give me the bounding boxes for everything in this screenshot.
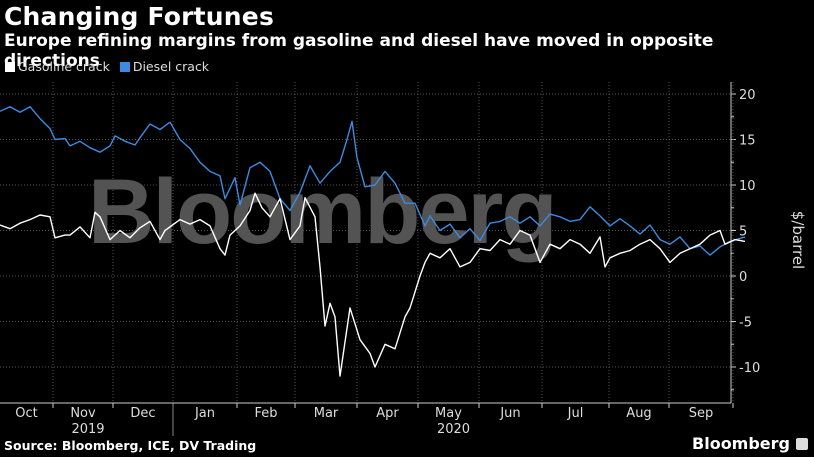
year-label: 2020 <box>437 422 470 437</box>
gasoline-swatch-icon <box>5 61 15 72</box>
y-axis-label: $/barrel <box>789 211 807 269</box>
legend-label: Gasoline crack <box>18 59 110 74</box>
y-tick-label: 20 <box>739 88 756 103</box>
source-note: Source: Bloomberg, ICE, DV Trading <box>4 438 257 453</box>
x-tick-label: Aug <box>626 406 651 421</box>
brand-logo: Bloomberg <box>692 434 808 453</box>
bloomberg-chart-icon <box>796 437 808 450</box>
diesel-swatch-icon <box>119 61 130 72</box>
x-tick-label: Feb <box>254 406 277 421</box>
legend: Gasoline crack Diesel crack <box>5 59 209 74</box>
watermark: Bloomberg <box>88 161 556 263</box>
chart-title: Changing Fortunes <box>4 2 275 31</box>
legend-item-gasoline: Gasoline crack <box>5 59 110 74</box>
y-tick-label: 0 <box>739 270 747 285</box>
x-tick-label: Oct <box>15 406 37 421</box>
x-tick-label: Mar <box>314 406 339 421</box>
x-tick-label: Jun <box>499 406 520 421</box>
legend-label: Diesel crack <box>132 59 210 74</box>
y-tick-label: 15 <box>739 134 756 149</box>
x-tick-label: Dec <box>130 406 155 421</box>
x-tick-label: Apr <box>376 406 399 421</box>
series-line <box>0 105 746 256</box>
year-label: 2019 <box>71 422 104 437</box>
x-tick-label: May <box>435 406 462 421</box>
x-tick-label: Nov <box>70 406 96 421</box>
x-tick-label: Jul <box>567 406 584 421</box>
x-tick-label: Sep <box>689 406 714 421</box>
chart-subtitle: Europe refining margins from gasoline an… <box>4 31 714 71</box>
brand-text: Bloomberg <box>692 434 790 453</box>
y-tick-label: -5 <box>739 316 752 331</box>
series-line <box>0 192 746 377</box>
legend-item-diesel: Diesel crack <box>119 59 210 74</box>
y-tick-label: -10 <box>739 361 760 376</box>
x-tick-label: Jan <box>194 406 215 421</box>
y-tick-label: 5 <box>739 225 747 240</box>
y-tick-label: 10 <box>739 179 756 194</box>
